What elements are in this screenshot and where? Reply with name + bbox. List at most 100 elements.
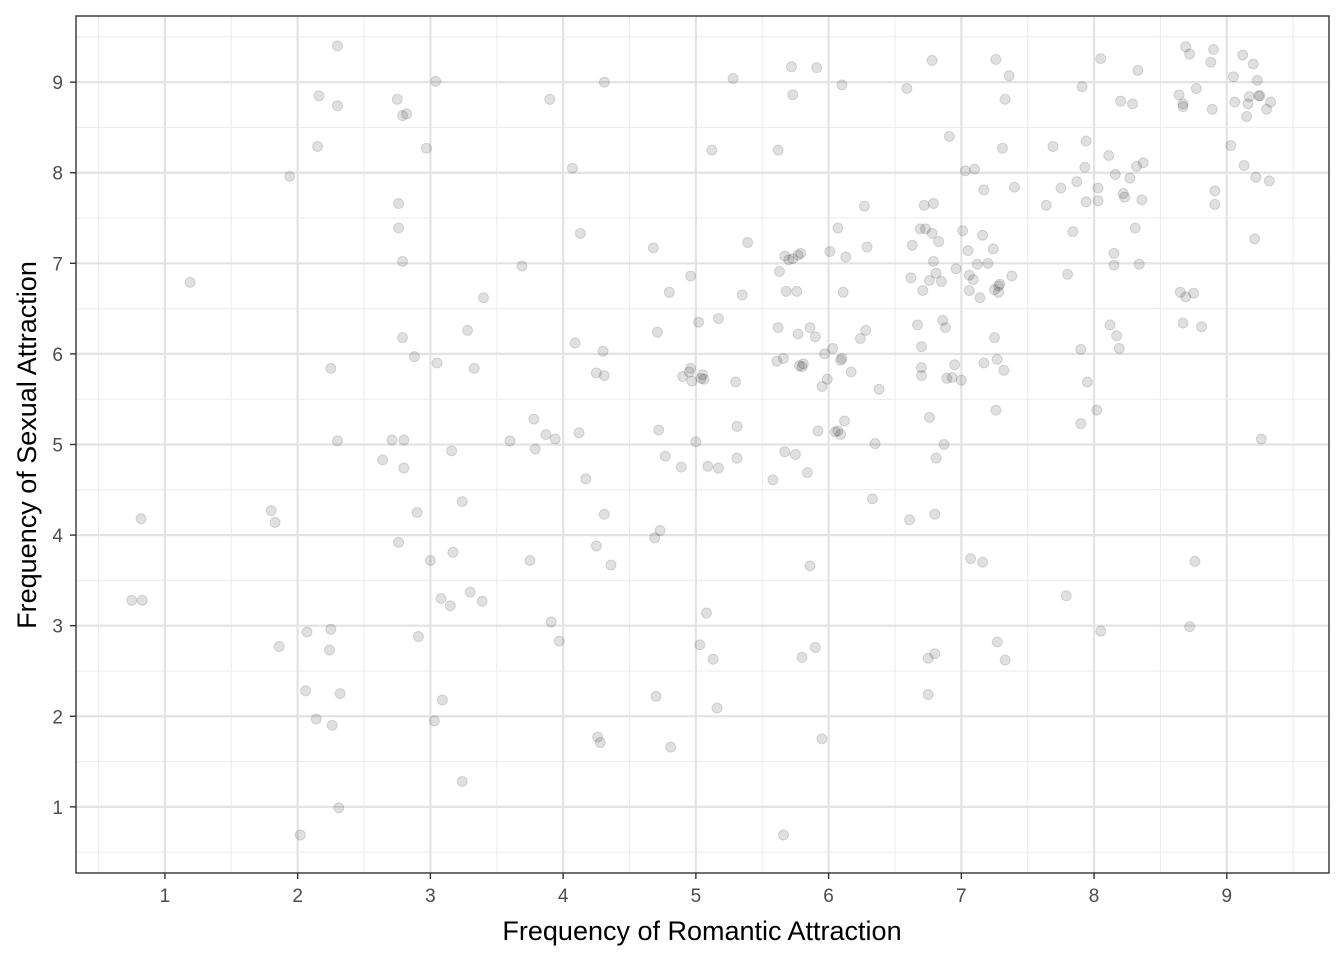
data-point [468,362,480,374]
data-point [1225,140,1237,152]
data-point [991,636,1003,648]
data-point [702,460,714,472]
data-point [777,352,789,364]
data-point [957,225,969,237]
data-point [462,324,474,336]
data-point [654,525,666,537]
data-point [325,362,337,374]
data-point [694,639,706,651]
data-point [1104,319,1116,331]
data-point [923,411,935,423]
x-tick-label: 9 [1222,886,1233,907]
data-point [549,433,561,445]
data-point [540,429,552,441]
data-point [795,247,807,259]
data-point [927,198,939,210]
data-point [1255,433,1267,445]
data-point [787,89,799,101]
data-point [1136,194,1148,206]
data-point [832,222,844,234]
data-point [312,140,324,152]
data-point [989,284,1001,296]
data-point [397,332,409,344]
data-point [804,560,816,572]
y-tick-label: 7 [52,254,63,275]
data-point [1080,135,1092,147]
data-point [837,286,849,298]
data-point [580,473,592,485]
data-point [1132,64,1144,76]
data-point [325,623,337,635]
data-point [1047,140,1059,152]
y-tick-label: 4 [52,526,63,547]
data-point [1177,98,1189,110]
x-tick-label: 7 [956,886,967,907]
data-point [926,227,938,239]
data-point [977,556,989,568]
data-point [444,600,456,612]
data-point [969,163,981,175]
data-point [1111,330,1123,342]
data-point [767,474,779,486]
data-point [991,353,1003,365]
data-point [1243,91,1255,103]
data-point [916,341,928,353]
data-point [730,376,742,388]
data-point [821,373,833,385]
data-point [939,322,951,334]
data-point [594,737,606,749]
data-point [649,532,661,544]
data-point [553,635,565,647]
data-point [992,280,1004,292]
data-point [999,654,1011,666]
data-point [858,200,870,212]
data-point [933,236,945,248]
data-point [801,467,813,479]
data-point [393,536,405,548]
data-point [977,229,989,241]
data-point [1227,71,1239,83]
x-axis-ticks: 1 2 3 4 5 6 7 8 9 [160,873,1232,907]
data-point [905,272,917,284]
data-point [408,351,420,363]
data-point [301,626,313,638]
data-point [967,274,979,286]
data-point [832,425,844,437]
data-point [994,278,1006,290]
data-point [300,685,312,697]
data-point [809,331,821,343]
data-point [922,689,934,701]
data-point [793,360,805,372]
data-point [779,446,791,458]
data-point [1071,176,1083,188]
data-point [965,553,977,565]
data-point [436,694,448,706]
data-point [647,242,659,254]
data-point [963,284,975,296]
data-point [1205,56,1217,68]
data-point [284,170,296,182]
data-point [397,110,409,122]
data-point [592,731,604,743]
data-point [1209,198,1221,210]
data-point [962,245,974,257]
data-point [1253,90,1265,102]
data-point [1075,343,1087,355]
data-point [999,93,1011,105]
data-point [651,326,663,338]
data-point [697,369,708,381]
data-point [812,425,824,437]
data-point [659,450,671,462]
data-point [711,702,723,714]
data-point [331,435,343,447]
data-point [397,256,409,267]
data-point [1079,161,1091,173]
data-point [566,162,578,174]
data-point [959,165,971,177]
data-point [331,40,343,52]
data-point [1095,625,1107,637]
data-point [1251,74,1263,86]
data-point [923,275,935,287]
data-point [334,688,346,700]
data-point [1131,160,1143,172]
